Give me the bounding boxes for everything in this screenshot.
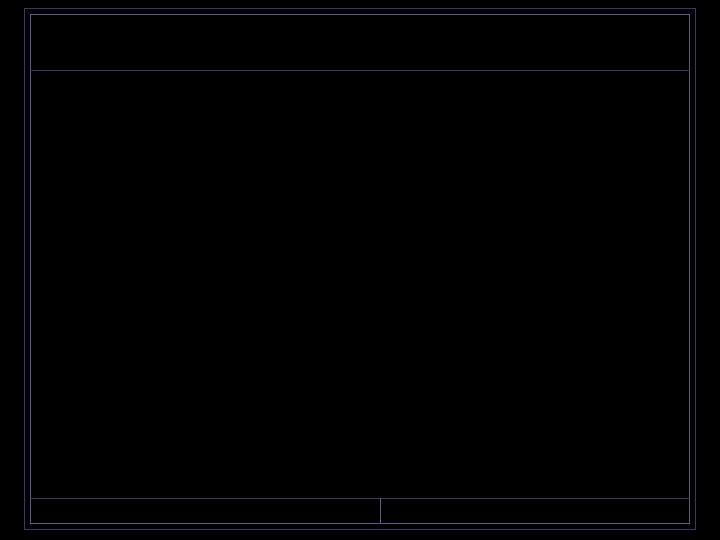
slide-title: Salmonellosis bbox=[0, 22, 720, 61]
etiology-label: Etiology: bbox=[38, 134, 141, 161]
etiology-paragraph: Etiology: Salmonella enterica serovars T… bbox=[38, 134, 690, 217]
transmission-paragraph: Transmission: Food, water and bedding ma… bbox=[38, 219, 690, 274]
clinical-paragraph: Clinical Signs: The disease may only be … bbox=[46, 276, 690, 414]
transmission-vectors: Food, water and bedding bbox=[207, 219, 473, 246]
clinical-label: Clinical Signs: bbox=[46, 276, 211, 303]
transmission-label: Transmission: bbox=[38, 219, 201, 246]
clinical-lead: The disease may only be manifest as bbox=[211, 276, 620, 303]
etiology-gram: Gram-negative bbox=[219, 162, 378, 189]
slide: Salmonellosis Etiology: Salmonella enter… bbox=[0, 0, 720, 540]
clinical-tail: . Clinical signs are seen primarily in p… bbox=[74, 304, 652, 414]
divider-bottom bbox=[30, 498, 690, 499]
divider-top bbox=[30, 70, 690, 71]
etiology-organism: Salmonella enterica bbox=[147, 134, 358, 161]
divider-vertical bbox=[380, 498, 381, 524]
slide-body: Etiology: Salmonella enterica serovars T… bbox=[38, 134, 690, 416]
